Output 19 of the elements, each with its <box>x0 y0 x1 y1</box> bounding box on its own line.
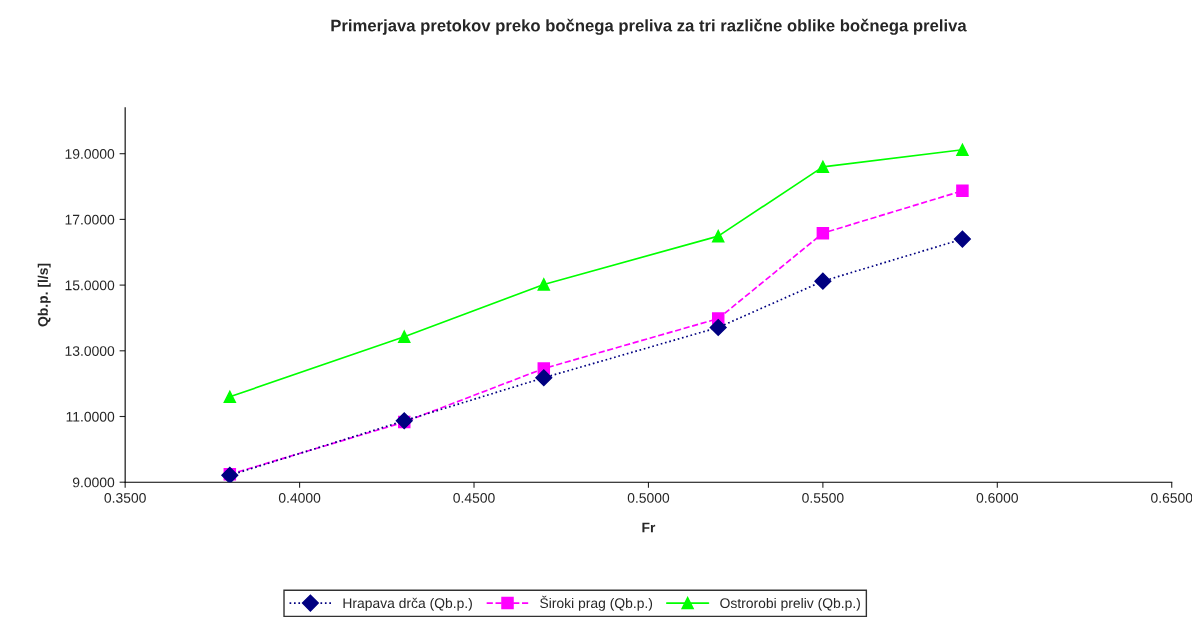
chart-title: Primerjava pretokov preko bočnega preliva za tri različne oblike bočnega preliva <box>331 18 967 35</box>
x-tick-label: 0.5500 <box>802 492 844 503</box>
x-axis-title: Fr <box>642 522 656 533</box>
y-tick-label: 17.0000 <box>65 214 115 225</box>
x-tick-label: 0.4000 <box>278 492 321 503</box>
x-tick-label: 0.4500 <box>453 492 495 503</box>
y-tick-label: 15.0000 <box>65 280 115 291</box>
legend-label: Ostrorobi preliv (Qb.p.) <box>720 597 860 611</box>
x-tick-label: 0.3500 <box>104 492 146 503</box>
y-tick-label: 11.0000 <box>66 411 115 422</box>
y-tick-label: 13.0000 <box>65 346 115 356</box>
x-tick-label: 0.6500 <box>1151 492 1192 503</box>
x-tick-label: 0.5000 <box>627 492 670 503</box>
x-tick-label: 0.6000 <box>976 492 1019 503</box>
y-tick-label: 9.0000 <box>72 477 115 488</box>
y-axis-title: Qb.p. [l/s] <box>37 263 51 327</box>
y-tick-label: 19.0000 <box>65 149 115 159</box>
legend-label: Hrapava drča (Qb.p.) <box>343 597 472 611</box>
legend-label: Široki prag (Qb.p.) <box>540 595 653 611</box>
